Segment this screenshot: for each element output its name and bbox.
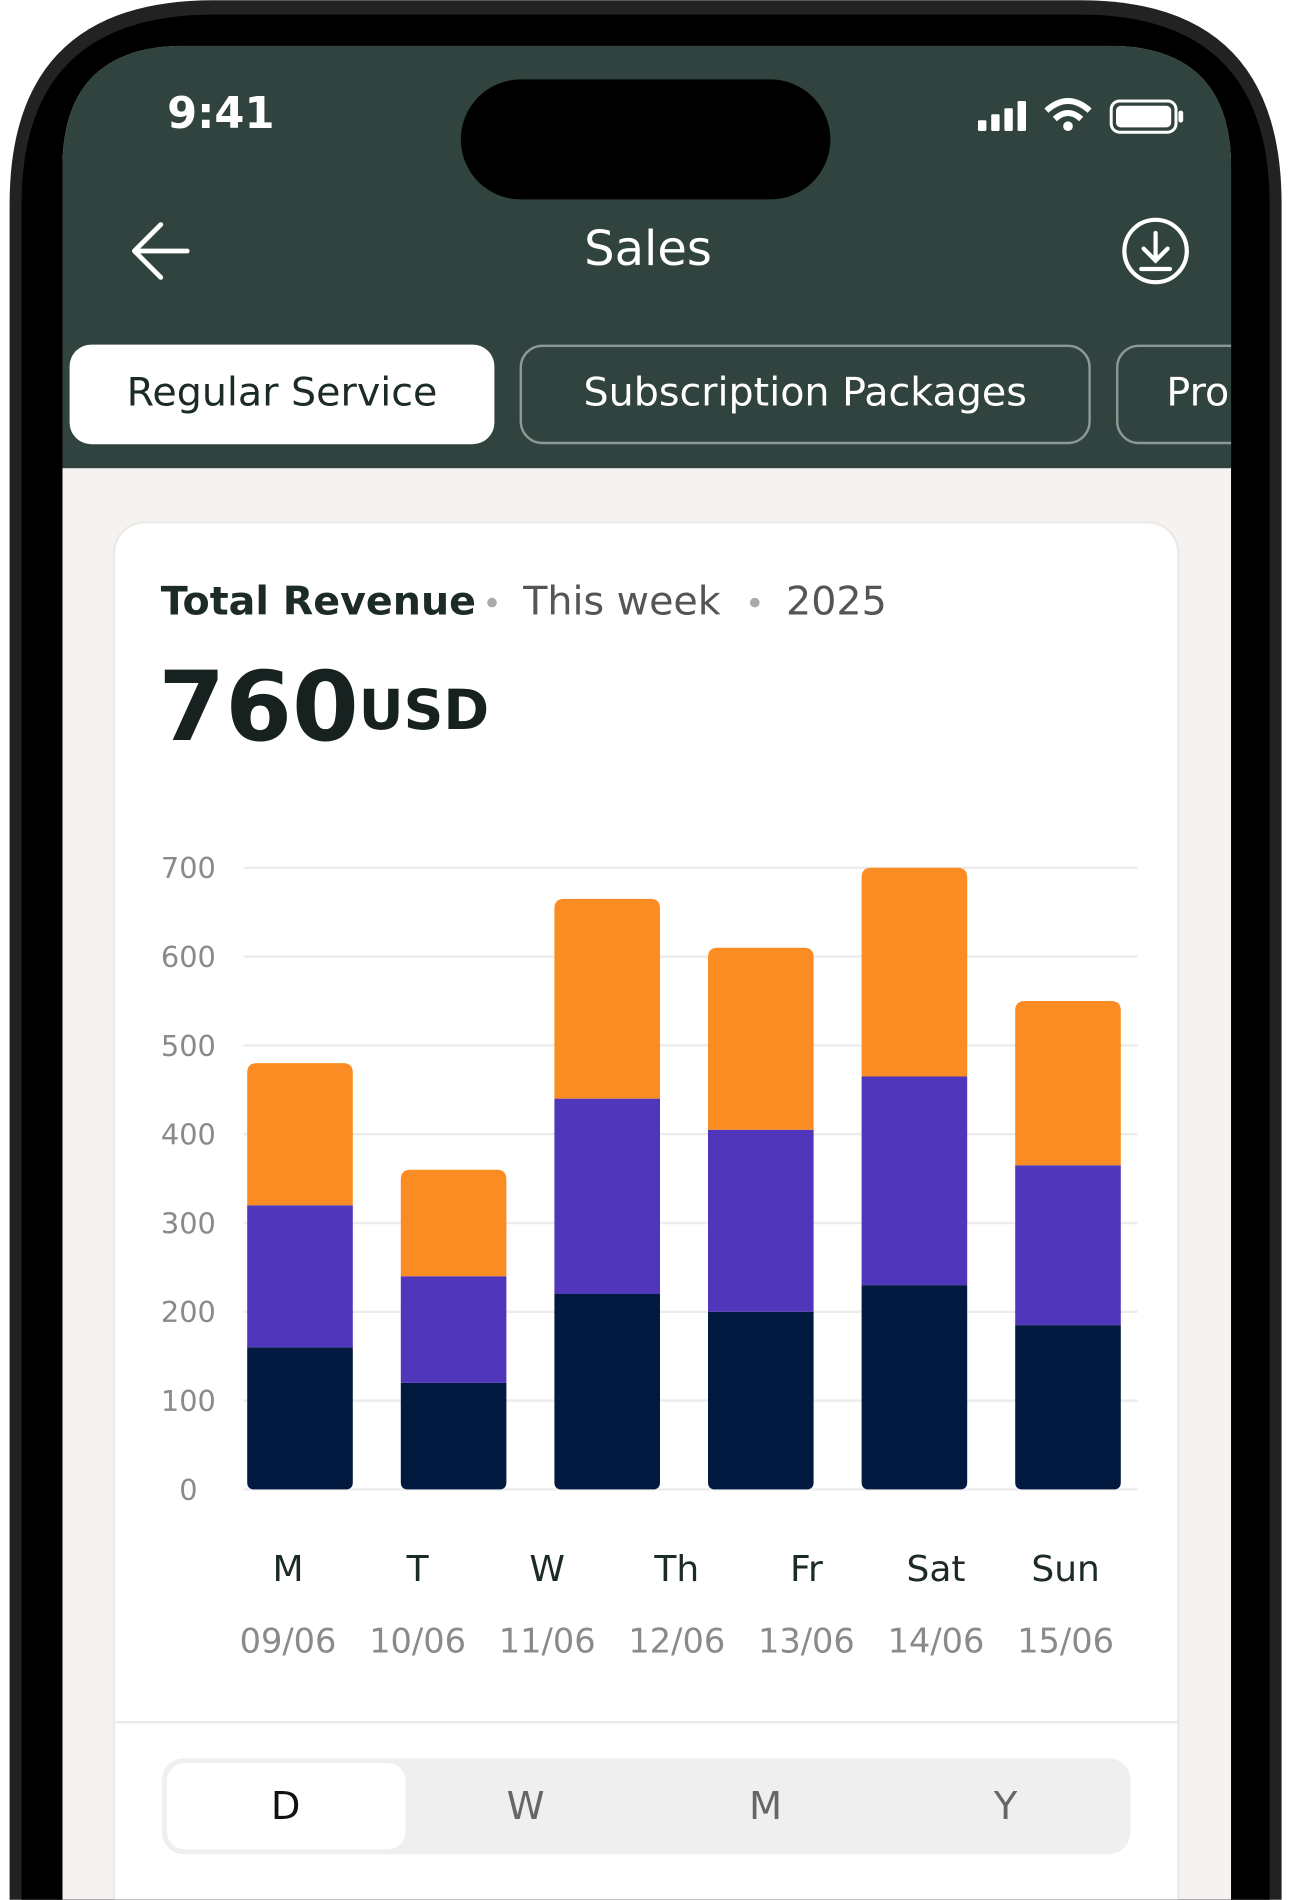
y-tick-label: 300 (161, 1206, 216, 1240)
bar-segment (247, 1205, 353, 1348)
x-tick-date: 11/06 (499, 1622, 596, 1661)
x-tick-label: Th (653, 1549, 699, 1590)
download-button[interactable] (1122, 217, 1189, 285)
separator (487, 597, 497, 608)
bar-segment (1015, 1001, 1121, 1166)
x-tick-date: 13/06 (758, 1622, 855, 1661)
bar-segment (1015, 1325, 1121, 1490)
summary-period: This week (522, 578, 721, 624)
bar-segment (708, 1129, 814, 1312)
bar-segment (861, 867, 968, 1077)
x-tick-label: Fr (790, 1549, 823, 1590)
x-tick-date: 12/06 (628, 1622, 725, 1661)
total-value: 760 (158, 652, 358, 764)
y-tick-label: 0 (179, 1473, 197, 1507)
summary-label: Total Revenue (161, 578, 476, 624)
bar-segment (708, 947, 814, 1130)
summary-total: 760USD (158, 652, 489, 764)
header-title: Sales (584, 221, 712, 277)
back-button[interactable] (132, 222, 190, 280)
x-tick-label: Sun (1031, 1549, 1099, 1590)
bar-segment (708, 1311, 814, 1490)
x-tick-label: M (272, 1549, 303, 1590)
bar-segment (400, 1382, 507, 1490)
y-tick-label: 200 (161, 1295, 216, 1329)
bar-segment (400, 1276, 507, 1383)
y-tick-label: 600 (161, 940, 216, 974)
bar-segment (554, 1294, 660, 1490)
dynamic-island (460, 79, 831, 200)
status-icons (978, 98, 1184, 134)
tab-label: Pro (1166, 370, 1229, 416)
y-tick-label: 400 (161, 1118, 216, 1152)
x-tick-label: W (529, 1549, 565, 1590)
period-active[interactable] (166, 1763, 406, 1850)
tab[interactable] (519, 344, 1091, 445)
x-tick-label: T (406, 1549, 430, 1590)
bar-segment (247, 1063, 353, 1206)
y-tick-label: 100 (161, 1384, 216, 1418)
separator (750, 597, 760, 608)
status-time: 9:41 (167, 89, 274, 139)
x-tick-date: 14/06 (888, 1622, 985, 1661)
total-unit: USD (359, 679, 489, 743)
x-tick-date: 15/06 (1017, 1622, 1114, 1661)
x-tick-date: 09/06 (240, 1622, 337, 1661)
bar-segment (861, 1285, 968, 1490)
x-tick-label: Sat (906, 1549, 965, 1590)
bar-segment (1015, 1165, 1121, 1326)
period-option[interactable]: M (749, 1784, 782, 1829)
period-option[interactable]: Y (993, 1784, 1018, 1829)
period-option[interactable]: W (507, 1784, 545, 1829)
tab-label: Regular Service (127, 370, 438, 416)
y-tick-label: 500 (161, 1029, 216, 1063)
bar-segment (247, 1347, 353, 1490)
y-tick-label: 700 (161, 851, 216, 885)
period-option[interactable]: D (271, 1784, 301, 1829)
tab-active[interactable] (69, 344, 495, 445)
bar-segment (400, 1169, 507, 1277)
tab[interactable] (1116, 344, 1296, 445)
bar-segment (554, 1098, 660, 1295)
x-tick-date: 10/06 (369, 1622, 466, 1661)
bar-segment (861, 1076, 968, 1286)
tab-label: Subscription Packages (584, 370, 1027, 416)
summary-year: 2025 (786, 578, 887, 624)
bar-segment (554, 898, 660, 1099)
